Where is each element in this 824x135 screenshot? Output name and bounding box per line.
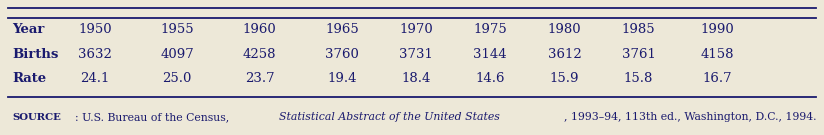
Text: 24.1: 24.1 bbox=[80, 72, 110, 85]
Text: 1950: 1950 bbox=[78, 23, 111, 36]
Text: SOURCE: SOURCE bbox=[12, 113, 61, 122]
Text: , 1993–94, 113th ed., Washington, D.C., 1994.: , 1993–94, 113th ed., Washington, D.C., … bbox=[564, 112, 817, 122]
Text: 1975: 1975 bbox=[474, 23, 507, 36]
Text: 1970: 1970 bbox=[400, 23, 433, 36]
Text: Births: Births bbox=[12, 48, 59, 60]
Text: 3731: 3731 bbox=[399, 48, 433, 60]
Text: 1960: 1960 bbox=[243, 23, 276, 36]
Text: 4158: 4158 bbox=[700, 48, 733, 60]
Text: 14.6: 14.6 bbox=[475, 72, 505, 85]
Text: 1965: 1965 bbox=[325, 23, 358, 36]
Text: 1955: 1955 bbox=[161, 23, 194, 36]
Text: Statistical Abstract of the United States: Statistical Abstract of the United State… bbox=[279, 112, 500, 122]
Text: 3760: 3760 bbox=[325, 48, 359, 60]
Text: 15.9: 15.9 bbox=[550, 72, 579, 85]
Text: 15.8: 15.8 bbox=[624, 72, 653, 85]
Text: 3632: 3632 bbox=[77, 48, 112, 60]
Text: Rate: Rate bbox=[12, 72, 46, 85]
Text: 16.7: 16.7 bbox=[702, 72, 732, 85]
Text: 3144: 3144 bbox=[474, 48, 507, 60]
Text: 18.4: 18.4 bbox=[401, 72, 431, 85]
Text: 19.4: 19.4 bbox=[327, 72, 357, 85]
Text: 3761: 3761 bbox=[621, 48, 656, 60]
Text: : U.S. Bureau of the Census,: : U.S. Bureau of the Census, bbox=[76, 112, 233, 122]
Text: 1990: 1990 bbox=[700, 23, 733, 36]
Text: 1985: 1985 bbox=[622, 23, 655, 36]
Text: 4258: 4258 bbox=[243, 48, 276, 60]
Text: 3612: 3612 bbox=[548, 48, 581, 60]
Text: 1980: 1980 bbox=[548, 23, 581, 36]
Text: 25.0: 25.0 bbox=[162, 72, 192, 85]
Text: 4097: 4097 bbox=[161, 48, 194, 60]
Text: 23.7: 23.7 bbox=[245, 72, 274, 85]
Text: Year: Year bbox=[12, 23, 44, 36]
